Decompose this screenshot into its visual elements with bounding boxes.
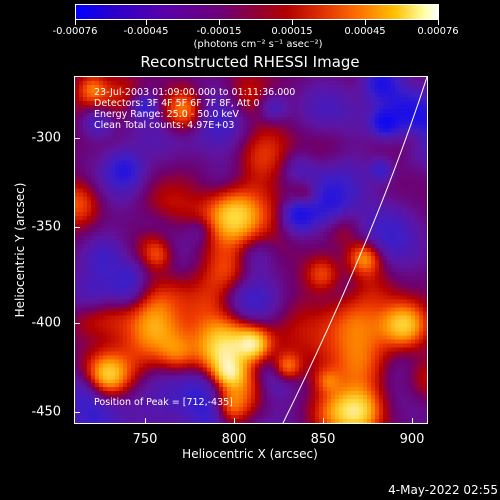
y-tick <box>74 412 80 413</box>
colorbar-tick-label: -0.00015 <box>196 26 242 37</box>
heatmap-image <box>75 77 427 423</box>
image-plot-area[interactable]: 23-Jul-2003 01:09:00.000 to 01:11:36.000… <box>74 76 428 424</box>
info-time-range: 23-Jul-2003 01:09:00.000 to 01:11:36.000 <box>94 87 296 98</box>
solar-limb-line <box>282 77 427 423</box>
y-axis-title: Heliocentric Y (arcsec) <box>13 182 27 318</box>
y-tick-label: -300 <box>31 130 61 146</box>
plot-title: Reconstructed RHESSI Image <box>140 53 360 71</box>
colorbar-tick-label: 0.00015 <box>271 26 313 37</box>
colorbar-tick-label: -0.00076 <box>52 26 98 37</box>
colorbar-tick-label: -0.00045 <box>123 26 169 37</box>
colorbar <box>75 4 439 20</box>
x-tick-label: 900 <box>399 432 425 447</box>
x-tick-label: 800 <box>221 432 247 447</box>
colorbar-tick <box>75 20 76 25</box>
date-stamp: 4-May-2022 02:55 <box>388 483 498 497</box>
peak-position-label: Position of Peak = [712,-435] <box>94 397 233 408</box>
y-tick-label: -400 <box>31 315 61 331</box>
colorbar-tick <box>292 20 293 25</box>
y-tick-label: -450 <box>31 404 61 420</box>
colorbar-tick <box>438 20 439 25</box>
y-tick <box>74 138 80 139</box>
colorbar-tick <box>365 20 366 25</box>
x-tick <box>323 418 324 424</box>
x-tick <box>145 418 146 424</box>
x-tick <box>412 418 413 424</box>
x-axis-title: Heliocentric X (arcsec) <box>182 447 318 461</box>
colorbar-units: (photons cm⁻² s⁻¹ asec⁻²) <box>193 39 323 50</box>
colorbar-tick-label: 0.00045 <box>344 26 386 37</box>
y-tick-label: -350 <box>31 219 61 235</box>
info-total-counts: Clean Total counts: 4.97E+03 <box>94 120 235 131</box>
info-energy-range: Energy Range: 25.0 - 50.0 keV <box>94 109 239 120</box>
colorbar-tick-label: 0.00076 <box>417 26 459 37</box>
info-detectors: Detectors: 3F 4F 5F 6F 7F 8F, Att 0 <box>94 98 260 109</box>
y-tick <box>74 323 80 324</box>
y-tick <box>74 227 80 228</box>
x-tick-label: 750 <box>132 432 158 447</box>
x-tick <box>234 418 235 424</box>
colorbar-tick <box>146 20 147 25</box>
x-tick-label: 850 <box>310 432 336 447</box>
colorbar-tick <box>219 20 220 25</box>
